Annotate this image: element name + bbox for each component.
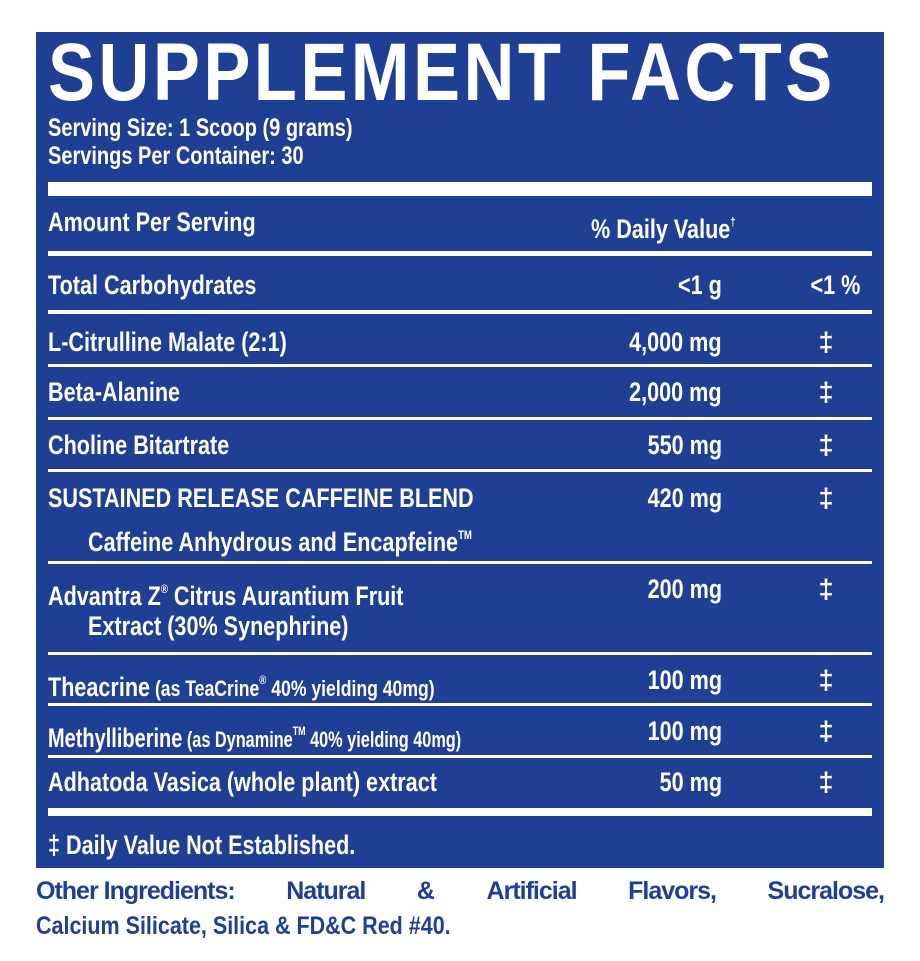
- table-row: Total Carbohydrates <1 g <1 %: [48, 270, 860, 300]
- divider: [48, 561, 872, 564]
- amount-per-serving-label: Amount Per Serving: [48, 207, 256, 237]
- table-row: Theacrine (as TeaCrine® 40% yielding 40m…: [48, 665, 834, 702]
- table-row: SUSTAINED RELEASE CAFFEINE BLEND Caffein…: [48, 483, 834, 557]
- table-row: L-Citrulline Malate (2:1) 4,000 mg ‡: [48, 327, 834, 357]
- serving-size: Serving Size: 1 Scoop (9 grams): [48, 114, 353, 142]
- thick-divider: [48, 808, 872, 816]
- panel-title: SUPPLEMENT FACTS: [48, 27, 836, 118]
- divider: [48, 251, 872, 256]
- table-row: Advantra Z® Citrus Aurantium Fruit Extra…: [48, 574, 834, 641]
- divider: [48, 417, 872, 420]
- footnote: ‡ Daily Value Not Established.: [48, 830, 356, 860]
- table-row: Adhatoda Vasica (whole plant) extract 50…: [48, 767, 834, 797]
- divider: [48, 652, 872, 655]
- header-row: Amount Per Serving % Daily Value†: [36, 202, 884, 244]
- servings-per-container: Servings Per Container: 30: [48, 142, 304, 170]
- divider: [48, 364, 872, 367]
- divider: [48, 310, 872, 314]
- table-row: Beta-Alanine 2,000 mg ‡: [48, 377, 834, 407]
- divider: [48, 755, 872, 758]
- divider: [48, 703, 872, 706]
- supplement-facts-panel: SUPPLEMENT FACTS Serving Size: 1 Scoop (…: [36, 32, 884, 868]
- table-row: Methylliberine (as DynamineTM 40% yieldi…: [48, 716, 834, 753]
- table-row: Choline Bitartrate 550 mg ‡: [48, 430, 834, 460]
- daily-value-label: % Daily Value†: [591, 214, 736, 244]
- divider: [48, 469, 872, 472]
- other-ingredients: Other Ingredients: Natural & Artificial …: [36, 877, 885, 940]
- thick-divider: [48, 182, 872, 196]
